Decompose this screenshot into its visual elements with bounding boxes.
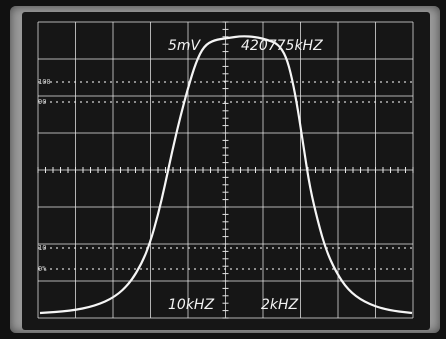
center-frequency-label: 420775kHZ — [241, 38, 323, 54]
frequency-span-label: 10kHZ — [168, 297, 214, 313]
graticule — [37, 21, 414, 319]
left-mark-0: 0% — [38, 265, 47, 273]
left-mark-90: 90 — [38, 98, 46, 106]
reference-lines — [38, 81, 413, 270]
left-mark-100: 100 — [38, 78, 51, 86]
waveform-trace — [39, 35, 413, 315]
voltage-scale-label: 5mV — [168, 38, 202, 54]
left-mark-10: 10 — [38, 244, 46, 252]
resolution-bandwidth-label: 2kHZ — [261, 297, 299, 313]
